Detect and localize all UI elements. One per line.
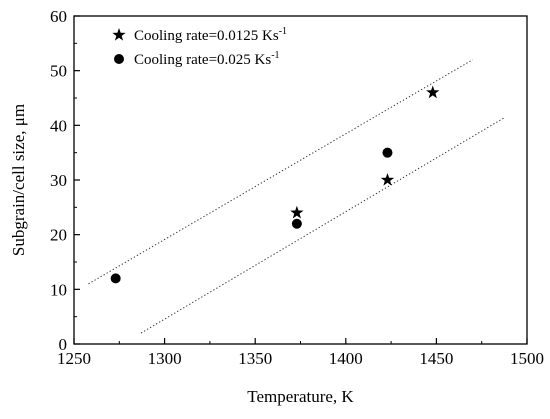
star-data-point [380, 173, 395, 186]
y-tick-label: 30 [50, 171, 67, 190]
y-tick-label: 50 [50, 62, 67, 81]
circle-data-point [110, 273, 121, 284]
x-tick-label: 1250 [57, 349, 91, 368]
data-points [110, 85, 440, 284]
circle-data-point [382, 147, 393, 158]
x-tick-label: 1450 [419, 349, 453, 368]
x-axis: 1250 1300 1350 1400 1450 1500 [57, 338, 544, 368]
star-data-point [290, 205, 304, 219]
bound-lines [88, 59, 506, 334]
x-tick-label: 1400 [329, 349, 363, 368]
y-tick-label: 20 [50, 226, 67, 245]
y-tick-label: 60 [50, 7, 67, 26]
y-axis-title: Subgrain/cell size, μm [9, 104, 28, 256]
legend: Cooling rate=0.0125 Ks-1 Cooling rate=0.0… [112, 26, 287, 68]
bound-line [88, 59, 473, 285]
x-tick-label: 1500 [510, 349, 544, 368]
y-tick-label: 10 [50, 280, 67, 299]
legend-star-marker [112, 28, 126, 41]
y-tick-label: 40 [50, 116, 67, 135]
star-data-point [426, 85, 440, 99]
legend-label: Cooling rate=0.0125 Ks-1 [134, 26, 287, 44]
x-axis-title: Temperature, K [247, 387, 354, 406]
circle-data-point [291, 218, 302, 229]
bound-line [140, 116, 506, 334]
y-tick-label: 0 [59, 335, 68, 354]
x-tick-label: 1300 [148, 349, 182, 368]
y-axis: 0 10 20 30 40 50 60 [50, 7, 80, 354]
legend-circle-marker [114, 54, 124, 64]
legend-label: Cooling rate=0.025 Ks-1 [134, 50, 280, 68]
x-tick-label: 1350 [238, 349, 272, 368]
